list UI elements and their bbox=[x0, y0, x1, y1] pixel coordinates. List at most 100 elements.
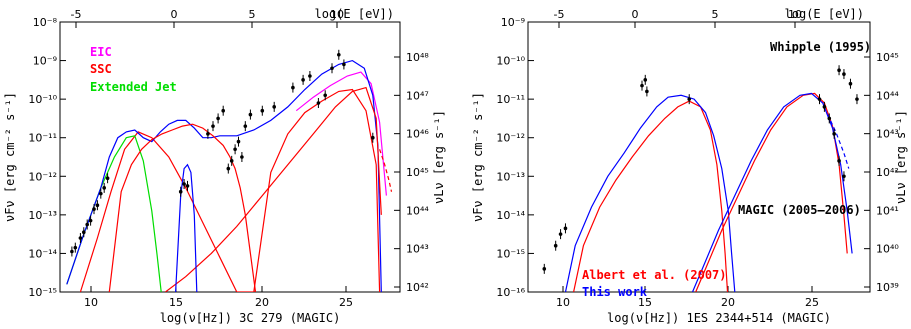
data-point bbox=[99, 191, 103, 196]
data-point bbox=[558, 232, 563, 236]
top-tick-label: -5 bbox=[554, 8, 565, 21]
y-tick-label: 10⁻¹³ bbox=[496, 170, 525, 183]
data-point bbox=[301, 78, 305, 82]
x-tick-label: 15 bbox=[169, 296, 183, 309]
x-tick-label: 10 bbox=[556, 296, 570, 309]
x-tick-label: 20 bbox=[721, 296, 735, 309]
legend-label: Albert et al. (2007) bbox=[582, 268, 727, 282]
y2-tick-label: 10⁴⁶ bbox=[406, 128, 429, 141]
annotation: Whipple (1995) bbox=[770, 40, 871, 54]
y-tick-label: 10⁻¹¹ bbox=[28, 132, 57, 145]
y-tick-label: 10⁻¹² bbox=[28, 170, 57, 183]
data-point bbox=[88, 218, 93, 223]
y2-axis-title: νLν [erg s⁻¹] bbox=[432, 110, 446, 204]
data-point bbox=[229, 159, 234, 163]
y2-tick-label: 10⁴⁴ bbox=[876, 89, 899, 102]
data-point bbox=[837, 159, 841, 163]
y2-tick-label: 10⁴⁵ bbox=[406, 166, 429, 179]
data-point bbox=[848, 81, 853, 86]
data-point bbox=[182, 182, 186, 186]
data-point bbox=[211, 124, 215, 128]
data-point bbox=[837, 68, 841, 73]
sed-panel-1: 10⁻⁸ 10⁻⁹ 10⁻¹⁰ 10⁻¹¹ 10⁻¹² 10⁻¹³ 10⁻¹⁴ 10⁻¹⁵ 10… bbox=[3, 7, 446, 325]
y-tick-label: 10⁻⁸ bbox=[33, 16, 58, 29]
y2-tick-label: 10³⁹ bbox=[876, 281, 899, 294]
top-tick-label: 5 bbox=[712, 8, 719, 21]
x-axis-title: log(ν[Hz]) 1ES 2344+514 (MAGIC) bbox=[607, 311, 831, 325]
x-axis-title: log(ν[Hz]) 3C 279 (MAGIC) bbox=[160, 311, 341, 325]
y-tick-label: 10⁻¹¹ bbox=[496, 93, 525, 106]
data-point bbox=[553, 243, 558, 248]
data-point bbox=[687, 97, 692, 101]
model-curve-5 bbox=[108, 123, 257, 292]
y2-tick-label: 10⁴⁵ bbox=[876, 51, 899, 64]
curves bbox=[542, 65, 859, 292]
model-curve-3 bbox=[66, 135, 162, 292]
data-point bbox=[105, 176, 110, 181]
data-point bbox=[337, 52, 341, 57]
plot-frame bbox=[59, 21, 401, 293]
data-point bbox=[82, 230, 86, 235]
data-point bbox=[78, 236, 83, 240]
data-point bbox=[323, 93, 328, 98]
data-point bbox=[640, 83, 644, 88]
x-tick-label: 20 bbox=[255, 296, 269, 309]
data-point bbox=[95, 203, 100, 208]
curves bbox=[66, 49, 393, 292]
data-point bbox=[842, 72, 846, 76]
sed-panel-2: 10⁻⁹ 10⁻¹⁰ 10⁻¹¹ 10⁻¹² 10⁻¹³ 10⁻¹⁴ 10⁻¹⁵ 10⁻¹⁶ 1… bbox=[471, 7, 908, 325]
y-tick-label: 10⁻¹² bbox=[496, 132, 525, 145]
data-point bbox=[342, 62, 346, 67]
y-tick-label: 10⁻⁹ bbox=[33, 55, 57, 68]
model-curve-5 bbox=[827, 114, 850, 169]
y-tick-label: 10⁻¹³ bbox=[28, 209, 57, 222]
model-curve-2 bbox=[564, 94, 736, 292]
data-point bbox=[643, 78, 648, 82]
data-point bbox=[822, 105, 827, 109]
data-point bbox=[216, 116, 220, 121]
y2-tick-label: 10⁴¹ bbox=[876, 204, 899, 217]
y2-tick-label: 10⁴² bbox=[406, 281, 429, 294]
legend-label: SSC bbox=[90, 62, 112, 76]
model-curve-7 bbox=[175, 163, 198, 292]
data-point bbox=[73, 245, 78, 250]
data-point bbox=[102, 186, 106, 190]
data-point bbox=[291, 85, 295, 90]
top-tick-label: 10 bbox=[788, 8, 802, 21]
y-tick-label: 10⁻¹⁴ bbox=[28, 247, 57, 260]
x-tick-label: 25 bbox=[805, 296, 819, 309]
legend-label: EIC bbox=[90, 45, 112, 59]
data-point bbox=[542, 267, 547, 271]
top-axis-title: log(E [eV]) bbox=[785, 7, 864, 21]
legend-label: This work bbox=[582, 285, 648, 299]
data-point bbox=[308, 74, 312, 78]
top-tick-label: 0 bbox=[171, 8, 178, 21]
x-tick-label: 10 bbox=[84, 296, 98, 309]
y-tick-label: 10⁻¹⁴ bbox=[496, 209, 525, 222]
top-tick-label: -5 bbox=[71, 8, 82, 21]
data-point bbox=[563, 226, 568, 231]
x-tick-label: 15 bbox=[638, 296, 652, 309]
top-tick-label: 5 bbox=[249, 8, 256, 21]
data-point bbox=[316, 101, 321, 105]
data-point bbox=[248, 112, 253, 117]
data-point bbox=[70, 249, 74, 254]
x-tick-label: 25 bbox=[339, 296, 353, 309]
y-tick-label: 10⁻¹⁵ bbox=[496, 247, 525, 260]
data-point bbox=[233, 147, 237, 152]
data-point bbox=[221, 108, 225, 113]
y-tick-label: 10⁻¹⁵ bbox=[28, 286, 57, 299]
top-tick-label: 10 bbox=[330, 8, 344, 21]
y2-tick-label: 10⁴⁴ bbox=[406, 204, 429, 217]
data-point bbox=[178, 189, 183, 194]
top-axis-title: log(E [eV]) bbox=[315, 7, 394, 21]
legend-label: Extended Jet bbox=[90, 80, 177, 94]
data-point bbox=[272, 105, 277, 109]
annotation: MAGIC (2005–2006) bbox=[738, 203, 861, 217]
plot-frame bbox=[527, 21, 871, 293]
data-point bbox=[260, 108, 265, 113]
y-axis-title: νFν [erg cm⁻² s⁻¹] bbox=[3, 92, 17, 222]
model-curve-1 bbox=[573, 100, 729, 292]
model-curve-8 bbox=[379, 149, 393, 192]
